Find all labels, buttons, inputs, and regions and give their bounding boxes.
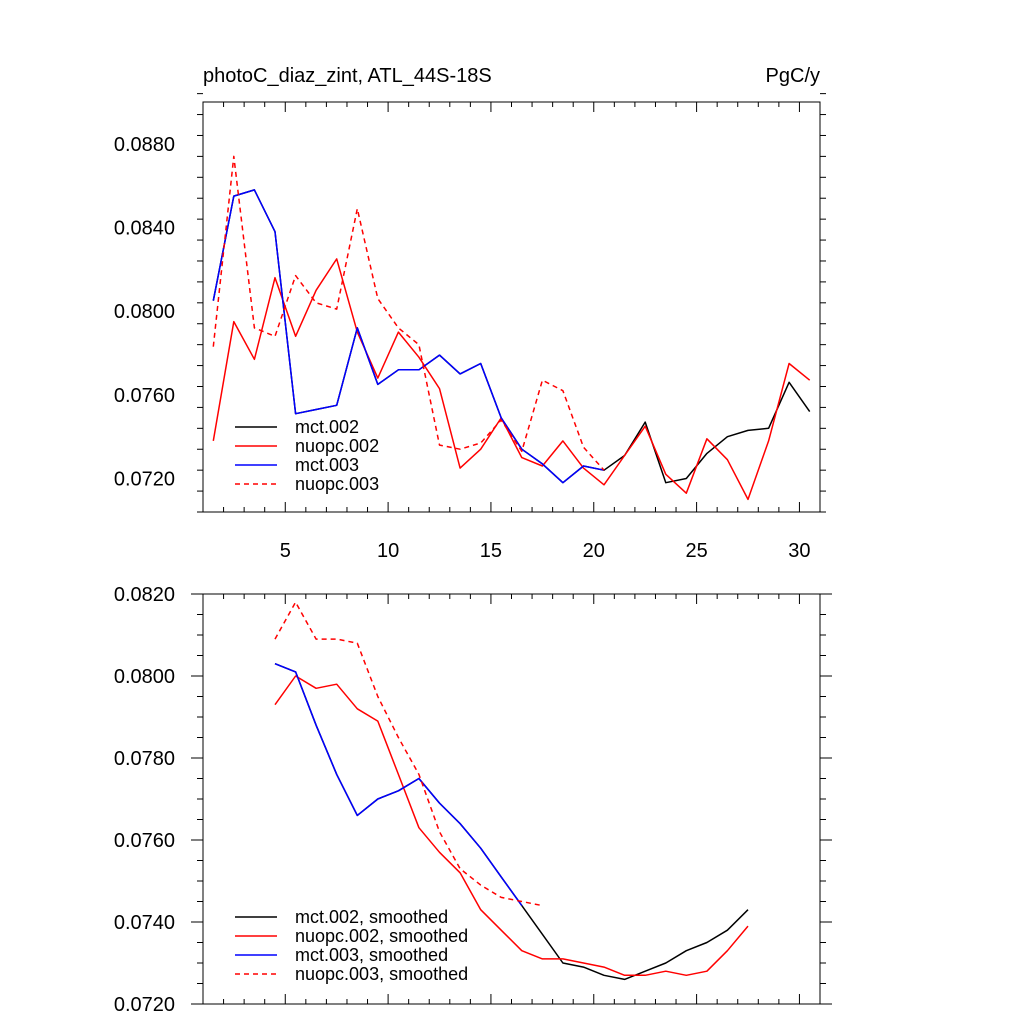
legend-label: mct.002, smoothed bbox=[295, 907, 448, 927]
series-line-nuopc-003-smoothed bbox=[274, 601, 543, 907]
legend-label: nuopc.003 bbox=[295, 474, 379, 494]
x-tick-label: 25 bbox=[685, 540, 707, 562]
bottom-plot-frame bbox=[202, 593, 821, 1005]
y-tick-label: 0.0820 bbox=[114, 584, 175, 606]
top-series-lines bbox=[212, 155, 811, 501]
top-plot-frame bbox=[202, 101, 821, 513]
legend-label: mct.003 bbox=[295, 455, 359, 475]
y-tick-label: 0.0880 bbox=[114, 134, 175, 156]
bottom-axis-ticks: 0.0720 0.0740 0.0760 0.0780 0.0800 0.0820 bbox=[114, 584, 832, 1016]
x-tick-label: 30 bbox=[788, 540, 810, 562]
legend-label: nuopc.002, smoothed bbox=[295, 926, 468, 946]
chart-title: photoC_diaz_zint, ATL_44S-18S bbox=[203, 65, 492, 87]
legend-label: mct.003, smoothed bbox=[295, 945, 448, 965]
y-tick-label: 0.0800 bbox=[114, 301, 175, 323]
legend-label: nuopc.002 bbox=[295, 436, 379, 456]
top-panel: photoC_diaz_zint, ATL_44S-18S PgC/y 5 10 1… bbox=[114, 65, 826, 562]
x-tick-label: 15 bbox=[480, 540, 502, 562]
x-tick-label: 5 bbox=[280, 540, 291, 562]
series-line-mct-003 bbox=[212, 189, 605, 484]
bottom-panel: 0.0720 0.0740 0.0760 0.0780 0.0800 0.0820 mct… bbox=[114, 584, 832, 1016]
legend-label: mct.002 bbox=[295, 417, 359, 437]
y-tick-label: 0.0800 bbox=[114, 666, 175, 688]
y-tick-label: 0.0760 bbox=[114, 385, 175, 407]
series-line-nuopc-003 bbox=[212, 155, 605, 471]
top-axis-ticks: 5 10 15 20 25 30 0.0720 0.0760 0.0800 0.0840 0.088… bbox=[114, 93, 826, 562]
series-line-mct-003-smoothed bbox=[274, 663, 523, 907]
bottom-series-lines bbox=[274, 601, 749, 981]
y-tick-label: 0.0720 bbox=[114, 469, 175, 491]
legend-label: nuopc.003, smoothed bbox=[295, 964, 468, 984]
y-tick-label: 0.0740 bbox=[114, 912, 175, 934]
y-tick-label: 0.0720 bbox=[114, 994, 175, 1016]
y-tick-label: 0.0780 bbox=[114, 748, 175, 770]
y-tick-label: 0.0760 bbox=[114, 830, 175, 852]
x-tick-label: 20 bbox=[583, 540, 605, 562]
y-tick-label: 0.0840 bbox=[114, 218, 175, 240]
units-label: PgC/y bbox=[766, 65, 820, 87]
series-line-nuopc-002-smoothed bbox=[274, 675, 749, 977]
x-tick-label: 10 bbox=[377, 540, 399, 562]
